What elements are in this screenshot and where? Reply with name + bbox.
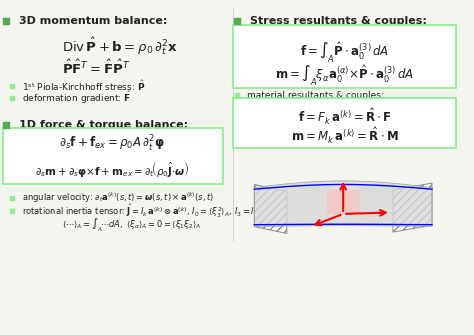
Text: $1^{\mathrm{st}}$ Piola-Kirchhoff stress: $\hat{\mathbf{P}}$: $1^{\mathrm{st}}$ Piola-Kirchhoff stress…: [22, 79, 146, 93]
Point: [230, 6, 236, 10]
Text: rotational inertia tensor: $\hat{\mathbf{J}} = I_k\,\mathbf{a}^{(k)}\otimes\math: rotational inertia tensor: $\hat{\mathbf…: [22, 203, 276, 220]
Text: $\hat{\mathbf{P}}\hat{\mathbf{F}}^T = \hat{\mathbf{F}}\hat{\mathbf{P}}^T$: $\hat{\mathbf{P}}\hat{\mathbf{F}}^T = \h…: [62, 59, 130, 77]
FancyBboxPatch shape: [3, 128, 223, 184]
Text: $\mathbf{m} = \int_A \xi_\alpha\mathbf{a}_0^{(\alpha)}{\times}\hat{\mathbf{P}}\c: $\mathbf{m} = \int_A \xi_\alpha\mathbf{a…: [275, 63, 414, 87]
Text: deformation gradient: $\hat{\mathbf{F}}$: deformation gradient: $\hat{\mathbf{F}}$: [22, 89, 132, 106]
FancyBboxPatch shape: [233, 25, 456, 88]
Text: $\mathbf{f} = \int_A \hat{\mathbf{P}}\cdot\mathbf{a}_0^{(3)}\,dA$: $\mathbf{f} = \int_A \hat{\mathbf{P}}\cd…: [300, 41, 389, 65]
Text: $\mathbf{m} = M_k\,\mathbf{a}^{(k)} = \hat{\mathbf{R}}\cdot\mathbf{M}$: $\mathbf{m} = M_k\,\mathbf{a}^{(k)} = \h…: [291, 126, 399, 146]
Text: $\langle\cdots\rangle_A = \int_A\!\cdots dA,\;\langle\xi_\alpha\rangle_A = 0 = \: $\langle\cdots\rangle_A = \int_A\!\cdots…: [62, 216, 201, 233]
Text: material resultants & couples:: material resultants & couples:: [247, 90, 384, 99]
Text: Stress resultants & couples:: Stress resultants & couples:: [250, 16, 427, 26]
Point: [230, 239, 236, 243]
Text: $\partial_s\mathbf{m} + \partial_s\boldsymbol{\varphi}{\times}\mathbf{f} + \math: $\partial_s\mathbf{m} + \partial_s\bolds…: [35, 159, 190, 179]
Text: 3D momentum balance:: 3D momentum balance:: [19, 16, 167, 26]
FancyBboxPatch shape: [233, 98, 456, 147]
Text: angular velocity: $\partial_t\mathbf{a}^{(k)}(s,t) = \boldsymbol{\omega}(s,t)\ti: angular velocity: $\partial_t\mathbf{a}^…: [22, 191, 215, 205]
Text: 1D force & torque balance:: 1D force & torque balance:: [19, 120, 188, 130]
Text: $\partial_s\mathbf{f} + \mathbf{f}_{ex} = \rho_0 A\,\partial_t^2\boldsymbol{\var: $\partial_s\mathbf{f} + \mathbf{f}_{ex} …: [59, 134, 165, 154]
Text: $\mathrm{Div}\,\hat{\mathbf{P}} + \mathbf{b} = \rho_0\,\partial_t^2\mathbf{x}$: $\mathrm{Div}\,\hat{\mathbf{P}} + \mathb…: [62, 36, 178, 57]
Text: $\mathbf{f} = F_k\,\mathbf{a}^{(k)} = \hat{\mathbf{R}}\cdot\mathbf{F}$: $\mathbf{f} = F_k\,\mathbf{a}^{(k)} = \h…: [298, 107, 392, 127]
